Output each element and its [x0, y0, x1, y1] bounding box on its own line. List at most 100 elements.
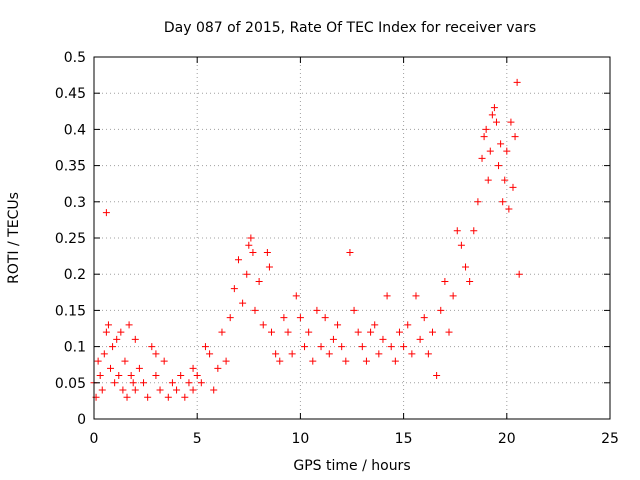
data-point: [129, 379, 137, 387]
data-point: [338, 343, 346, 351]
data-point: [499, 198, 507, 206]
y-tick-label: 0.2: [64, 267, 86, 283]
y-tick-label: 0.45: [55, 86, 86, 102]
data-point: [505, 205, 513, 213]
x-tick-label: 10: [291, 431, 309, 447]
data-point: [433, 372, 441, 380]
data-point: [102, 328, 110, 336]
data-point: [210, 386, 218, 394]
data-point: [309, 357, 317, 365]
data-point: [453, 227, 461, 235]
data-point: [391, 357, 399, 365]
data-point: [492, 118, 500, 126]
tick-labels: 0 5 10 15 20 25 0 0.05 0.1 0.15 0.2 0.25 0.3 0.35 0.4 0…: [55, 50, 619, 447]
data-point: [239, 299, 247, 307]
data-point: [449, 292, 457, 300]
data-point: [501, 176, 509, 184]
data-point: [135, 364, 143, 372]
data-point: [296, 314, 304, 322]
data-point: [152, 372, 160, 380]
data-point: [181, 393, 189, 401]
data-point: [346, 248, 354, 256]
data-point: [462, 263, 470, 271]
data-point: [94, 357, 102, 365]
data-point: [265, 263, 273, 271]
data-point: [111, 379, 119, 387]
y-tick-label: 0: [77, 412, 86, 428]
data-point: [247, 234, 255, 242]
data-point: [185, 379, 193, 387]
data-point: [117, 328, 125, 336]
data-point: [123, 393, 131, 401]
data-point: [404, 321, 412, 329]
y-tick-label: 0.05: [55, 376, 86, 392]
data-point: [466, 277, 474, 285]
y-tick-label: 0.25: [55, 231, 86, 247]
data-point: [325, 350, 333, 358]
data-point: [412, 292, 420, 300]
data-point: [486, 147, 494, 155]
data-point: [280, 314, 288, 322]
data-point: [482, 125, 490, 133]
data-point: [168, 379, 176, 387]
y-tick-label: 0.1: [64, 340, 86, 356]
data-point: [321, 314, 329, 322]
data-point: [197, 379, 205, 387]
data-point: [301, 343, 309, 351]
data-point: [441, 277, 449, 285]
axis-ticks: [93, 56, 611, 420]
data-point: [255, 277, 263, 285]
data-point: [497, 140, 505, 148]
data-point: [395, 328, 403, 336]
data-point: [125, 321, 133, 329]
data-point: [214, 364, 222, 372]
plot-frame: [93, 56, 611, 420]
data-point: [480, 133, 488, 141]
data-point: [288, 350, 296, 358]
x-tick-label: 0: [90, 431, 99, 447]
data-point: [478, 154, 486, 162]
data-point: [206, 350, 214, 358]
data-point: [226, 314, 234, 322]
data-point: [272, 350, 280, 358]
data-point: [313, 306, 321, 314]
data-point: [115, 372, 123, 380]
data-point: [268, 328, 276, 336]
data-point: [98, 386, 106, 394]
data-point: [509, 183, 517, 191]
data-point: [507, 118, 515, 126]
data-point: [490, 104, 498, 112]
data-point: [445, 328, 453, 336]
data-point: [140, 379, 148, 387]
data-point: [495, 162, 503, 170]
data-point: [367, 328, 375, 336]
data-point: [276, 357, 284, 365]
data-point: [177, 372, 185, 380]
data-point: [222, 357, 230, 365]
data-point: [193, 372, 201, 380]
data-point: [189, 364, 197, 372]
data-point: [400, 343, 408, 351]
data-point: [119, 386, 127, 394]
data-point: [109, 343, 117, 351]
data-point: [383, 292, 391, 300]
x-tick-label: 5: [193, 431, 202, 447]
data-point: [113, 335, 121, 343]
data-point: [148, 343, 156, 351]
data-point: [329, 335, 337, 343]
data-point: [189, 386, 197, 394]
y-axis-label: ROTI / TECUs: [6, 192, 22, 284]
data-point: [470, 227, 478, 235]
data-point: [350, 306, 358, 314]
data-point: [387, 343, 395, 351]
data-point: [131, 386, 139, 394]
data-point: [342, 357, 350, 365]
x-tick-label: 25: [601, 431, 619, 447]
data-point: [362, 357, 370, 365]
data-point: [513, 78, 521, 86]
data-point: [121, 357, 129, 365]
data-point: [488, 111, 496, 119]
y-tick-label: 0.5: [64, 50, 86, 66]
data-point: [354, 328, 362, 336]
data-point: [230, 285, 238, 293]
